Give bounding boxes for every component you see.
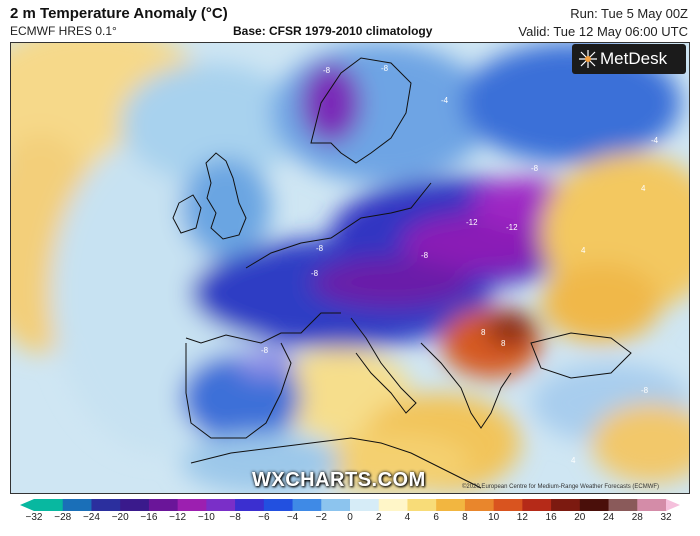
colorbar-segment (120, 499, 150, 511)
run-label: Run: Tue 5 May 00Z (570, 6, 688, 21)
colorbar-tick-label: 20 (574, 512, 586, 523)
colorbar-segment (177, 499, 207, 511)
metdesk-logo: MetDesk (572, 44, 686, 74)
colorbar-tick-label: 10 (488, 512, 500, 523)
colorbar-tick-label: −24 (82, 512, 100, 523)
anomaly-shading (11, 43, 689, 493)
contour-label: 4 (641, 184, 646, 193)
colorbar-segment (206, 499, 236, 511)
colorbar-segment (637, 499, 667, 511)
contour-label: -8 (641, 386, 649, 395)
coastlines (172, 57, 632, 489)
copyright: ©2020 European Centre for Medium-Range W… (462, 484, 660, 490)
colorbar-tick-label: −32 (25, 512, 43, 523)
contour-label: -8 (311, 269, 319, 278)
colorbar-segment (292, 499, 322, 511)
colorbar-segment (148, 499, 179, 511)
contour-label: -8 (381, 64, 389, 73)
watermark: WXCHARTS.COM (252, 469, 426, 491)
base-label: Base: CFSR 1979-2010 climatology (233, 24, 433, 38)
colorbar-segment (235, 499, 265, 511)
colorbar-segment (321, 499, 351, 511)
anomaly-map: -8 -8 -4 -4 -8 -12 -12 -8 -8 -8 4 4 8 8 … (10, 42, 690, 494)
colorbar-tick-label: 8 (462, 512, 468, 523)
header: 2 m Temperature Anomaly (°C) ECMWF HRES … (0, 0, 700, 42)
colorbar-segment (34, 499, 64, 511)
colorbar-tick-label: −8 (229, 512, 241, 523)
logo-icon (579, 50, 597, 68)
colorbar-segment (378, 499, 408, 511)
colorbar-tick-label: 16 (545, 512, 557, 523)
colorbar-tick-label: −20 (111, 512, 129, 523)
colorbar-tick-label: 32 (660, 512, 672, 523)
colorbar-tick-label: 24 (602, 512, 615, 523)
contour-label: 8 (481, 328, 486, 337)
colorbar-tick-label: −16 (140, 512, 158, 523)
map-svg: -8 -8 -4 -4 -8 -12 -12 -8 -8 -8 4 4 8 8 … (11, 43, 689, 493)
valid-label: Valid: Tue 12 May 06:00 UTC (518, 24, 688, 39)
colorbar-tick-label: 12 (516, 512, 528, 523)
colorbar: −32 −28 −24 −20 −16 −12 −10 −8 −6 −4 −2 0 2 4 6 8 10 12 16… (20, 498, 680, 536)
colorbar-segment (436, 499, 466, 511)
colorbar-tick-label: −4 (286, 512, 299, 523)
colorbar-tick-label: −28 (54, 512, 72, 523)
contour-label: -8 (531, 164, 539, 173)
colorbar-tick-label: 28 (631, 512, 643, 523)
colorbar-segment (407, 499, 437, 511)
contour-label: -8 (421, 251, 429, 260)
contour-label: -4 (651, 136, 659, 145)
contour-label: -8 (323, 66, 331, 75)
chart-title: 2 m Temperature Anomaly (°C) (10, 5, 228, 22)
colorbar-segment (579, 499, 610, 511)
colorbar-segment (608, 499, 638, 511)
colorbar-tick-label: −2 (315, 512, 327, 523)
colorbar-segment (62, 499, 92, 511)
contour-label: 8 (501, 339, 506, 348)
contour-label: 4 (581, 246, 586, 255)
colorbar-segment (464, 499, 495, 511)
model-label: ECMWF HRES 0.1° (10, 24, 117, 38)
contour-label: -8 (316, 244, 324, 253)
colorbar-strip (20, 499, 680, 511)
colorbar-tick-label: −12 (169, 512, 187, 523)
colorbar-tick-label: 6 (433, 512, 439, 523)
colorbar-segment (263, 499, 294, 511)
colorbar-tick-label: 4 (404, 512, 411, 523)
colorbar-segment (493, 499, 523, 511)
colorbar-tick-label: −6 (258, 512, 270, 523)
colorbar-tick-label: 0 (347, 512, 353, 523)
colorbar-arrow-left (20, 499, 34, 511)
colorbar-segment (91, 499, 121, 511)
contour-labels: -8 -8 -4 -4 -8 -12 -12 -8 -8 -8 4 4 8 8 … (261, 64, 659, 465)
contour-label: 4 (571, 456, 576, 465)
contour-label: -4 (441, 96, 449, 105)
colorbar-tick-label: 2 (375, 512, 382, 523)
colorbar-tick-label: −10 (197, 512, 215, 523)
colorbar-segment (350, 499, 380, 511)
contour-label: -8 (261, 346, 269, 355)
colorbar-arrow-right (666, 499, 680, 511)
contour-label: -12 (506, 223, 518, 232)
colorbar-segment (522, 499, 552, 511)
contour-label: -12 (466, 218, 478, 227)
colorbar-segment (551, 499, 581, 511)
logo-text: MetDesk (600, 49, 668, 68)
